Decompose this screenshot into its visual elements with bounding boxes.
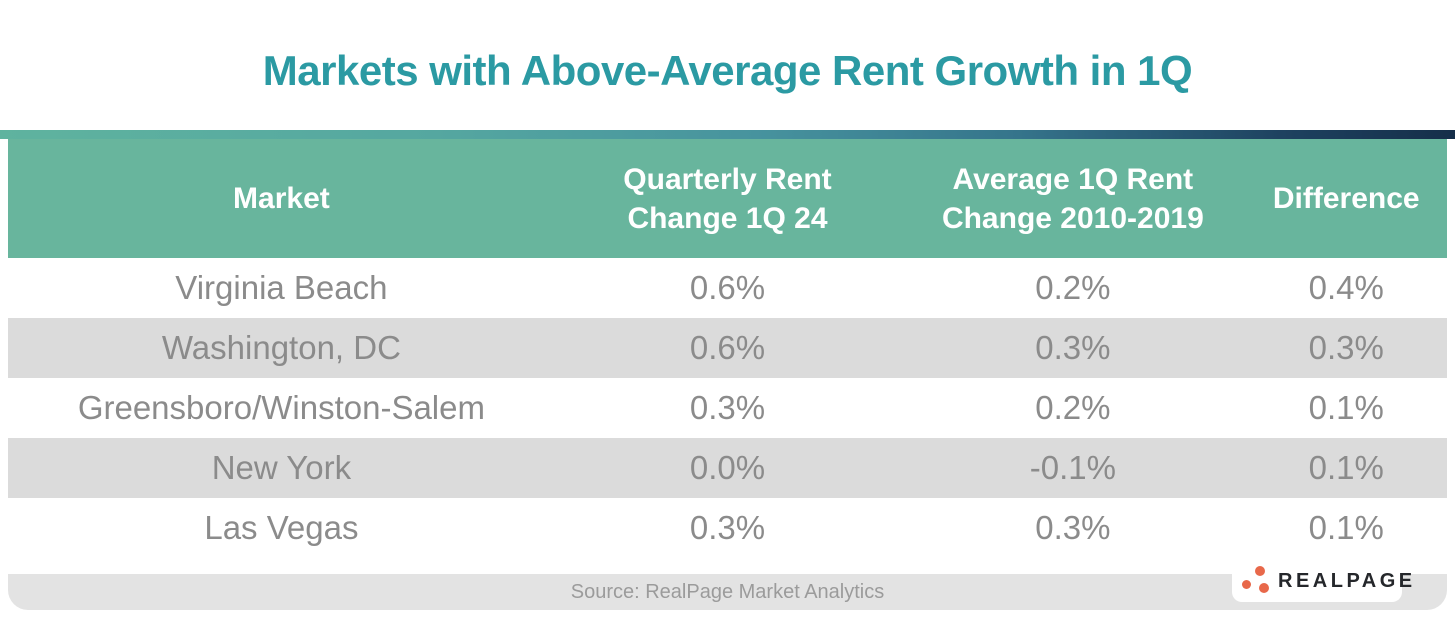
difference-cell: 0.1% <box>1308 509 1384 546</box>
market-cell: Virginia Beach <box>175 269 388 306</box>
quarterly-change-cell: 0.6% <box>689 329 766 366</box>
table-row: Virginia Beach 0.6% 0.2% 0.4% <box>8 258 1447 318</box>
market-cell: Las Vegas <box>204 509 359 546</box>
market-cell: Washington, DC <box>161 329 401 366</box>
quarterly-change-cell: 0.3% <box>689 389 766 426</box>
quarterly-change-cell: 0.0% <box>689 449 766 486</box>
logo-dot-icon <box>1259 583 1269 593</box>
column-header-difference: Difference <box>1246 139 1447 258</box>
table-row: New York 0.0% -0.1% 0.1% <box>8 438 1447 498</box>
column-header-quarterly-rent-change-label: Quarterly Rent Change 1Q 24 <box>623 162 832 235</box>
market-cell: Greensboro/Winston-Salem <box>77 389 485 426</box>
table-header-row: Market Quarterly Rent Change 1Q 24 Avera… <box>8 139 1447 258</box>
chart-title: Markets with Above-Average Rent Growth i… <box>262 46 1193 94</box>
difference-cell: 0.3% <box>1308 329 1384 366</box>
column-header-market-label: Market <box>233 182 330 215</box>
column-header-market: Market <box>8 139 555 258</box>
column-header-average-1q-rent-change: Average 1Q Rent Change 2010-2019 <box>900 139 1245 258</box>
market-cell: New York <box>211 449 352 486</box>
average-change-cell: -0.1% <box>1029 449 1116 486</box>
source-text: Source: RealPage Market Analytics <box>570 580 885 603</box>
source-bar: Source: RealPage Market Analytics <box>8 574 1447 610</box>
difference-cell: 0.4% <box>1308 269 1384 306</box>
average-change-cell: 0.2% <box>1035 269 1111 306</box>
column-header-average-1q-rent-change-label: Average 1Q Rent Change 2010-2019 <box>941 162 1204 235</box>
difference-cell: 0.1% <box>1308 389 1384 426</box>
realpage-logo-dots-icon <box>1240 565 1276 597</box>
table-row: Greensboro/Winston-Salem 0.3% 0.2% 0.1% <box>8 378 1447 438</box>
average-change-cell: 0.3% <box>1035 509 1111 546</box>
column-header-difference-label: Difference <box>1272 182 1420 215</box>
quarterly-change-cell: 0.6% <box>689 269 766 306</box>
logo-dot-icon <box>1242 580 1251 589</box>
average-change-cell: 0.2% <box>1035 389 1111 426</box>
column-header-quarterly-rent-change: Quarterly Rent Change 1Q 24 <box>555 139 900 258</box>
table-row: Washington, DC 0.6% 0.3% 0.3% <box>8 318 1447 378</box>
difference-cell: 0.1% <box>1308 449 1384 486</box>
quarterly-change-cell: 0.3% <box>689 509 766 546</box>
table-row: Las Vegas 0.3% 0.3% 0.1% <box>8 498 1447 558</box>
average-change-cell: 0.3% <box>1035 329 1111 366</box>
table-card: Markets with Above-Average Rent Growth i… <box>8 8 1447 610</box>
logo-dot-icon <box>1255 566 1265 576</box>
table-body: Virginia Beach 0.6% 0.2% 0.4% Washington… <box>8 258 1447 558</box>
bottom-spacer <box>8 558 1447 574</box>
realpage-logo-text: REALPAGE <box>1278 569 1416 592</box>
realpage-logo: REALPAGE <box>1232 560 1412 602</box>
gradient-accent-bar <box>0 130 1455 139</box>
title-area: Markets with Above-Average Rent Growth i… <box>8 8 1447 139</box>
